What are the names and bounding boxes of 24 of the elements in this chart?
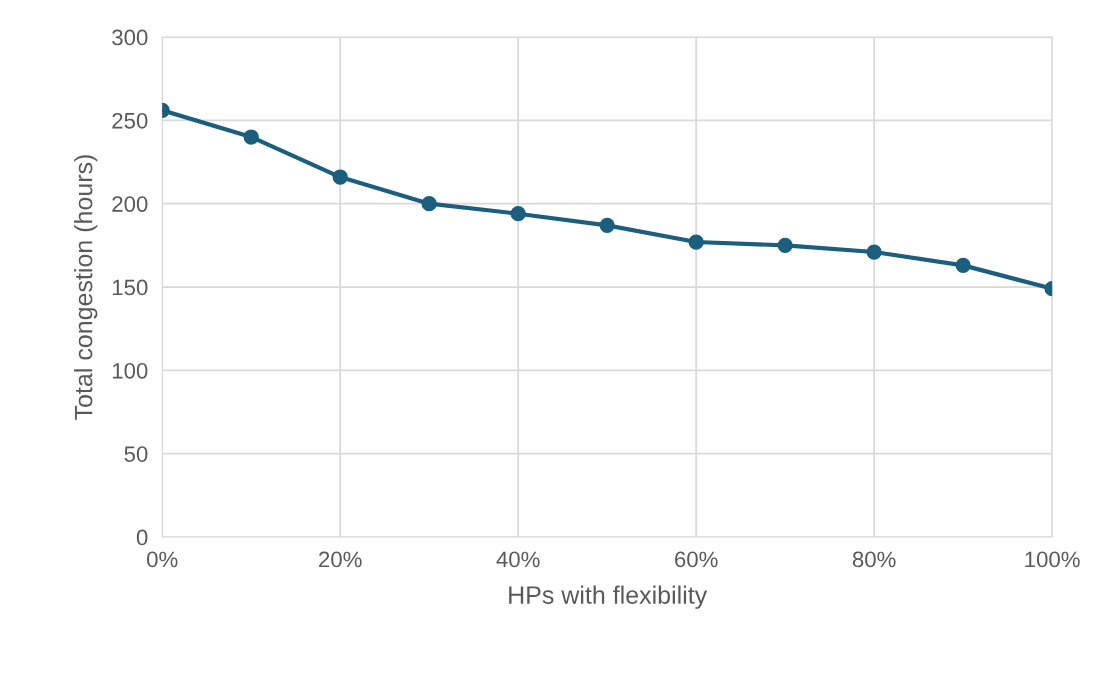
x-tick-label: 100%	[1025, 551, 1080, 568]
point	[599, 217, 615, 234]
y-tick-label: 150	[112, 279, 148, 296]
y-axis-title: Total congestion (hours)	[74, 155, 98, 420]
point	[688, 234, 704, 250]
x-tick-label: 60%	[675, 551, 718, 568]
point	[332, 169, 348, 185]
x-tick-label: 20%	[319, 551, 362, 568]
y-tick-label: 50	[124, 446, 148, 462]
y-tick-label: 250	[112, 112, 148, 129]
y-tick-label: 200	[112, 196, 148, 212]
point	[243, 129, 259, 145]
x-tick-label: 0%	[147, 551, 178, 568]
y-tick-label: 100	[112, 362, 148, 379]
x-tick-label: 40%	[496, 551, 540, 568]
point	[777, 237, 793, 254]
point	[510, 206, 526, 222]
point	[421, 196, 437, 212]
x-axis-title: HPs with flexibility	[509, 585, 708, 609]
point	[955, 257, 971, 274]
x-tick-label: 80%	[852, 551, 896, 568]
y-tick-label: 300	[112, 29, 148, 46]
point	[866, 244, 882, 260]
y-tick-label: 0	[136, 529, 148, 546]
